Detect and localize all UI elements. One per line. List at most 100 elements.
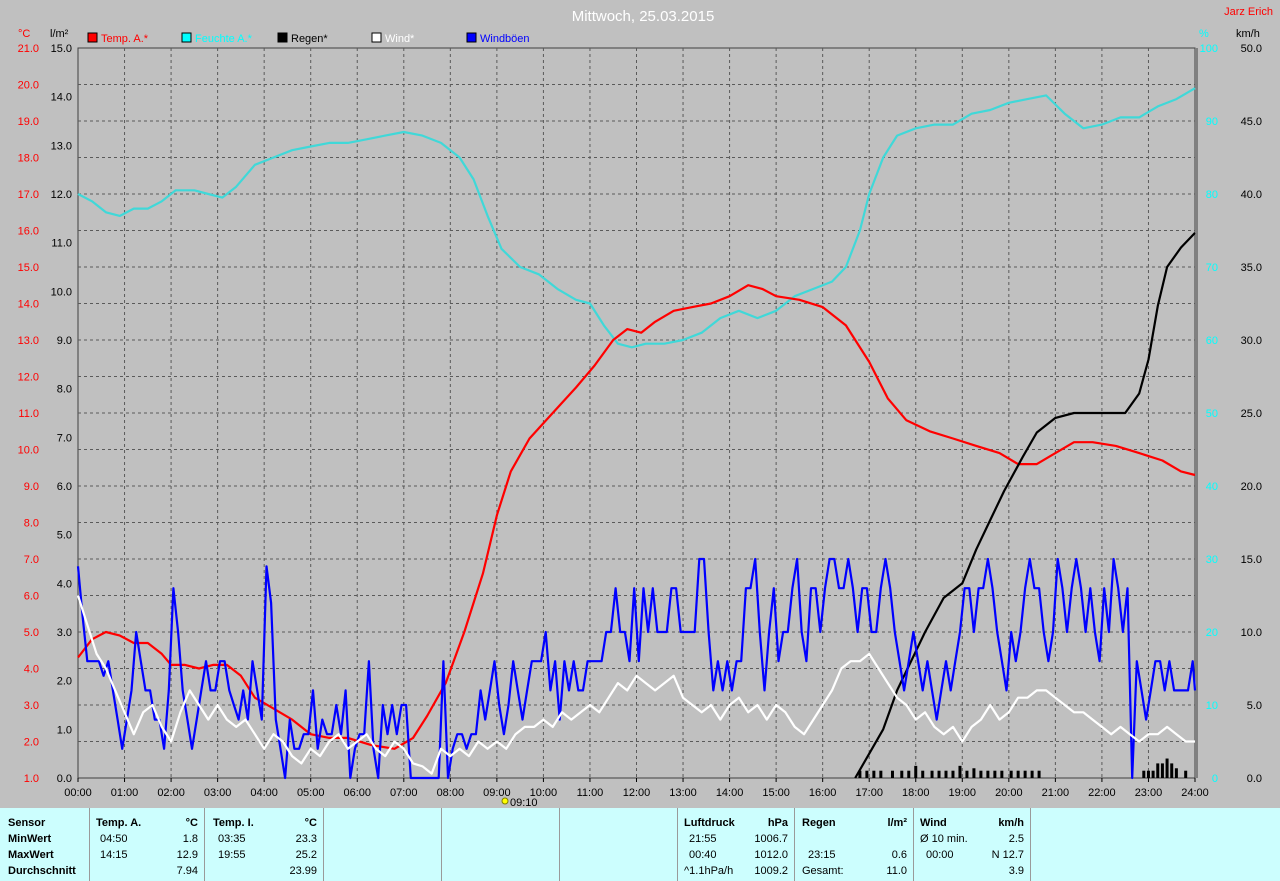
x-tick-label: 20:00 — [995, 787, 1023, 799]
temp-a-unit: °C — [185, 817, 198, 829]
wind-line — [76, 595, 1195, 775]
humidity-line — [77, 87, 1196, 349]
wind-tick-label: 20.0 — [1241, 481, 1262, 493]
wind-tick-label: 45.0 — [1241, 116, 1262, 128]
sensor-column: Sensor MinWert MaxWert Durchschnitt — [0, 808, 90, 881]
wind-tick-label: 15.0 — [1241, 554, 1262, 566]
summary-table: Sensor MinWert MaxWert Durchschnitt Temp… — [0, 808, 1280, 881]
empty-column-2 — [442, 808, 560, 881]
wind-unit: km/h — [998, 817, 1024, 829]
rain-unit-label: l/m² — [50, 28, 69, 40]
rain-bar — [958, 765, 962, 778]
legend-label: Feuchte A.* — [195, 33, 253, 45]
rain-bar — [1037, 770, 1041, 778]
rain-tick-label: 15.0 — [51, 43, 72, 55]
regen-total-label: Gesamt: — [802, 865, 844, 877]
x-tick-label: 09:00 — [483, 787, 511, 799]
legend-label: Wind* — [385, 33, 415, 45]
temp-a-max-value: 12.9 — [176, 849, 198, 861]
temp-i-unit: °C — [304, 817, 317, 829]
legend-label: Regen* — [291, 33, 328, 45]
luftdruck-column: Luftdruck hPa 21:55 1006.7 00:40 1012.0 … — [678, 808, 795, 881]
rain-tick-label: 14.0 — [51, 92, 72, 104]
temp-tick-label: 4.0 — [24, 664, 39, 676]
temp-tick-label: 20.0 — [18, 80, 39, 92]
author-label: Jarz Erich — [1224, 6, 1273, 18]
temp-tick-label: 8.0 — [24, 518, 39, 530]
x-tick-label: 21:00 — [1042, 787, 1070, 799]
rain-bar — [1160, 763, 1164, 778]
temp-tick-label: 12.0 — [18, 372, 39, 384]
x-tick-label: 04:00 — [250, 787, 278, 799]
legend-swatch — [371, 32, 382, 43]
legend: Temp. A.* Feuchte A.* Regen* Wind* Windböen — [87, 32, 530, 45]
rain-line — [854, 232, 1196, 779]
temp-i-avg-value: 23.99 — [289, 865, 317, 877]
row-label-avg: Durchschnitt — [8, 865, 76, 877]
time-marker: 09:10 — [501, 797, 538, 808]
rain-bar — [858, 770, 862, 778]
wind-avg-value: 3.9 — [1008, 865, 1024, 877]
rain-bar — [890, 770, 894, 778]
x-tick-label: 23:00 — [1135, 787, 1163, 799]
legend-swatch — [181, 32, 192, 43]
temp-i-column: Temp. I. °C 03:35 23.3 19:55 25.2 23.99 — [205, 808, 324, 881]
rain-bar — [1016, 770, 1020, 778]
rain-tick-label: 3.0 — [57, 627, 72, 639]
rain-tick-label: 9.0 — [57, 335, 72, 347]
temp-i-head: Temp. I. — [213, 817, 254, 829]
rain-bar — [1174, 768, 1178, 778]
x-tick-label: 18:00 — [902, 787, 930, 799]
rain-bar — [865, 770, 869, 778]
x-tick-label: 02:00 — [157, 787, 185, 799]
rain-tick-label: 7.0 — [57, 432, 72, 444]
row-label-max: MaxWert — [8, 849, 54, 861]
wind-tick-label: 50.0 — [1241, 43, 1262, 55]
x-tick-label: 05:00 — [297, 787, 325, 799]
chart: Mittwoch, 25.03.2015 Jarz Erich °C l/m² … — [18, 6, 1273, 808]
temp-i-max-time: 19:55 — [218, 849, 246, 861]
temp-i-max-value: 25.2 — [295, 849, 317, 861]
rain-bar — [921, 770, 925, 778]
x-tick-label: 08:00 — [437, 787, 465, 799]
legend-label: Windböen — [480, 33, 530, 45]
wind-tick-label: 25.0 — [1241, 408, 1262, 420]
temp-a-max-time: 14:15 — [100, 849, 128, 861]
rain-tick-label: 5.0 — [57, 530, 72, 542]
rain-bar — [937, 770, 941, 778]
pct-tick-label: 70 — [1206, 262, 1218, 274]
rain-bar — [1023, 770, 1027, 778]
luftdruck-avg-value: 1009.2 — [754, 865, 788, 877]
temp-tick-label: 15.0 — [18, 262, 39, 274]
temp-tick-label: 2.0 — [24, 737, 39, 749]
rain-bar — [1009, 770, 1013, 778]
temp-tick-label: 3.0 — [24, 700, 39, 712]
luftdruck-trend: ^1.1hPa/h — [684, 865, 734, 877]
wind-max-time: 00:00 — [926, 849, 954, 861]
regen-total-value: 11.0 — [886, 865, 907, 877]
temp-i-min-value: 23.3 — [295, 833, 317, 845]
pct-tick-label: 60 — [1206, 335, 1218, 347]
rain-bar — [930, 770, 934, 778]
wind-max-value: N 12.7 — [991, 849, 1024, 861]
wind-tick-label: 40.0 — [1241, 189, 1262, 201]
luftdruck-max-value: 1012.0 — [754, 849, 788, 861]
x-tick-label: 01:00 — [111, 787, 139, 799]
rain-bar — [979, 770, 983, 778]
rain-bar — [993, 770, 997, 778]
wind-avg10-label: Ø 10 min. — [920, 833, 968, 845]
temp-tick-label: 17.0 — [18, 189, 39, 201]
rain-tick-label: 11.0 — [51, 238, 72, 250]
temp-tick-label: 10.0 — [18, 445, 39, 457]
grid — [78, 48, 1195, 778]
rain-bar — [1165, 758, 1169, 778]
chart-title: Mittwoch, 25.03.2015 — [572, 8, 715, 25]
rain-tick-label: 10.0 — [51, 286, 72, 298]
sensor-head: Sensor — [8, 817, 46, 829]
pct-tick-label: 50 — [1206, 408, 1218, 420]
legend-swatch — [87, 32, 98, 43]
luftdruck-min-time: 21:55 — [689, 833, 717, 845]
x-tick-label: 06:00 — [343, 787, 371, 799]
temperature-line — [77, 284, 1196, 750]
temp-a-avg-value: 7.94 — [176, 865, 198, 877]
